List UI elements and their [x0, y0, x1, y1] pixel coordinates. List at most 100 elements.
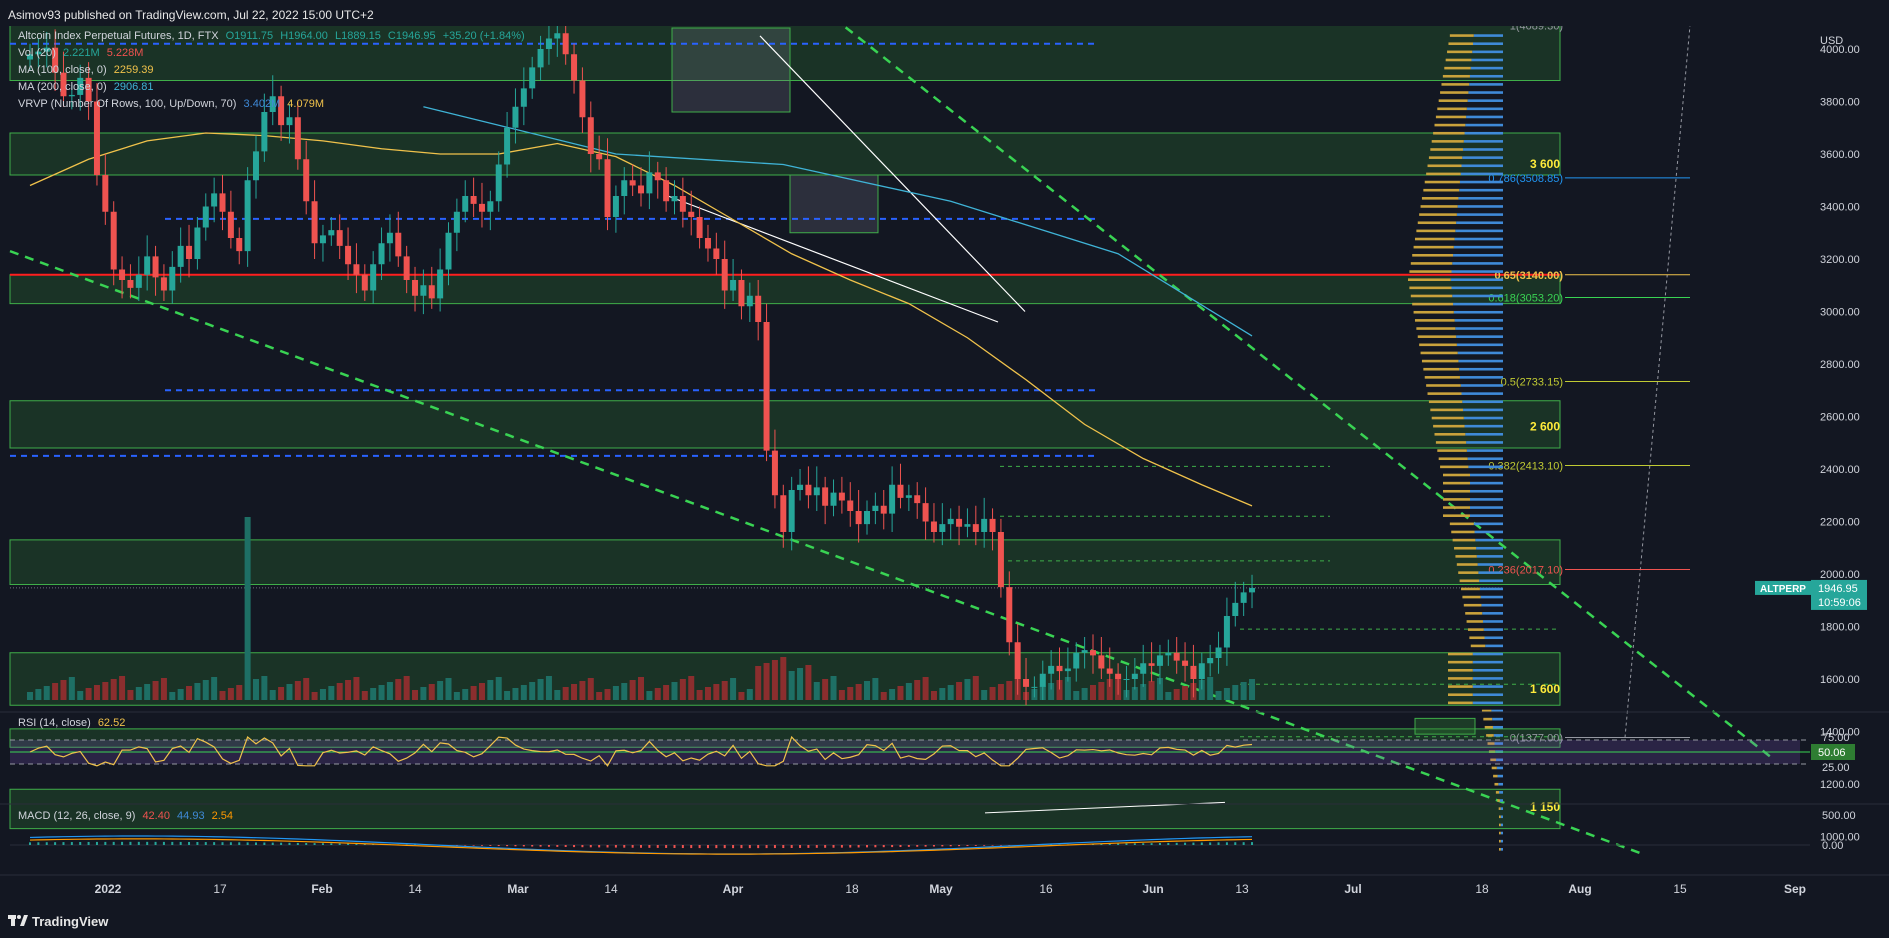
- vrvp-down-row: [1426, 384, 1461, 387]
- candle-body-104: [897, 484, 904, 498]
- chart-area[interactable]: 1(4089.30) 0.786(3508.85) 0.65(3140.00) 0.6…: [0, 26, 1889, 904]
- vrvp-down-row: [1443, 498, 1470, 501]
- volume-bar-57: [504, 691, 511, 700]
- price-tick-6: 2800.00: [1820, 359, 1860, 371]
- vrvp-down-row: [1437, 107, 1467, 111]
- candle-body-108: [930, 521, 937, 532]
- time-tick-6: Apr: [723, 882, 744, 896]
- last-price-tag: [1811, 579, 1867, 610]
- candle-body-90: [780, 495, 787, 532]
- candle-body-52: [462, 196, 469, 212]
- price-tick-4: 3200.00: [1820, 254, 1860, 266]
- candle-body-65: [571, 54, 578, 81]
- wedge-lower-line: [667, 195, 999, 323]
- volume-bar-6: [77, 691, 84, 700]
- vrvp-down-row: [1420, 205, 1458, 208]
- volume-bar-105: [905, 683, 912, 700]
- vrvp-up-row: [1453, 245, 1503, 249]
- vrvp-down-row: [1459, 579, 1480, 583]
- vrvp-up-row: [1451, 286, 1503, 290]
- vrvp-up-row: [1470, 498, 1503, 501]
- vrvp-up-row: [1472, 660, 1503, 664]
- vrvp-up-row: [1470, 514, 1503, 517]
- volume-bar-128: [1098, 682, 1105, 700]
- candle-body-140: [1198, 663, 1205, 679]
- candle-body-28: [261, 112, 268, 152]
- fib-label-1: 0.786(3508.85): [1488, 173, 1563, 185]
- vrvp-down-row: [1438, 457, 1468, 461]
- vrvp-up-row: [1466, 107, 1503, 111]
- ma100-legend: MA (100, close, 0) 2259.39: [18, 64, 153, 76]
- candle-body-73: [638, 185, 645, 194]
- candle-body-145: [1240, 592, 1247, 603]
- candle-body-113: [972, 524, 979, 532]
- vrvp-down-row: [1417, 335, 1457, 338]
- volume-bar-77: [671, 682, 678, 700]
- vrvp-down-row: [1420, 351, 1458, 355]
- vrvp-up-row: [1500, 839, 1503, 843]
- time-tick-7: 18: [845, 882, 859, 896]
- candle-body-8: [93, 101, 100, 175]
- volume-bar-73: [638, 677, 645, 700]
- candle-body-137: [1173, 652, 1180, 661]
- volume-bar-29: [269, 690, 276, 700]
- symbol-line: Altcoin Index Perpetual Futures, 1D, FTX: [18, 30, 219, 42]
- vrvp-down-row: [1421, 359, 1459, 363]
- macd-pane: 500.00 0.00: [0, 803, 1889, 855]
- vrvp-down-row: [1462, 595, 1481, 599]
- vrvp-up-row: [1455, 327, 1503, 330]
- volume-bar-96: [830, 676, 837, 700]
- vrvp-down-row: [1440, 465, 1469, 469]
- candle-body-81: [704, 238, 711, 249]
- vrvp-down-row: [1435, 115, 1467, 119]
- vrvp-down-row: [1499, 839, 1501, 843]
- vrvp-down-row: [1413, 245, 1454, 249]
- vrvp-up-row: [1450, 278, 1503, 281]
- vrvp-up-row: [1463, 408, 1503, 412]
- candle-body-101: [872, 505, 879, 511]
- candle-body-46: [412, 280, 419, 296]
- vrvp-down-row: [1423, 367, 1460, 371]
- bar-countdown: 10:59:06: [1818, 597, 1861, 609]
- vol-value-2: 5.228M: [106, 47, 144, 59]
- vrvp-up-row: [1472, 50, 1503, 54]
- candle-body-139: [1190, 665, 1197, 679]
- volume-bar-35: [319, 689, 326, 700]
- vrvp-up-row: [1476, 555, 1503, 558]
- vrvp-down-row: [1499, 823, 1501, 827]
- vrvp-up-row: [1492, 717, 1503, 721]
- ma100-label: MA (100, close, 0): [18, 64, 107, 76]
- vrvp-up-row: [1470, 489, 1503, 493]
- candle-body-87: [755, 295, 762, 322]
- volume-bar-12: [127, 690, 134, 700]
- vrvp-up-row: [1465, 123, 1503, 127]
- volume-bar-142: [1215, 691, 1222, 700]
- rsi-pane: 75.00 25.00 50.06: [0, 711, 1889, 774]
- vrvp-down-row: [1409, 270, 1452, 273]
- candle-body-4: [60, 72, 67, 97]
- macd-value-3: 2.54: [211, 810, 234, 822]
- vrvp-down-row: [1414, 237, 1455, 241]
- time-axis[interactable]: 2022 17 Feb 14 Mar 14 Apr 18 May 16 Jun 13 Jul 18 Aug 1…: [0, 874, 1889, 896]
- volume-bar-3: [52, 683, 59, 700]
- tradingview-logo-icon: [8, 915, 28, 926]
- volume-bar-16: [160, 678, 167, 700]
- vrvp-up-row: [1456, 335, 1503, 338]
- vrvp-down-row: [1434, 123, 1466, 127]
- candle-body-77: [671, 196, 678, 202]
- volume-bar-13: [135, 687, 142, 700]
- volume-bar-31: [286, 684, 293, 700]
- vrvp-up-row: [1473, 42, 1503, 46]
- time-tick-8: May: [929, 882, 953, 896]
- vrvp-down-row: [1443, 514, 1470, 517]
- volume-bar-56: [495, 677, 502, 700]
- vrvp-down-row: [1487, 742, 1495, 745]
- volume-bar-114: [981, 690, 988, 700]
- candle-body-15: [152, 256, 159, 278]
- candle-body-54: [478, 203, 485, 212]
- volume-bar-84: [730, 678, 737, 700]
- candle-body-2: [43, 47, 50, 52]
- vrvp-up-row: [1461, 164, 1503, 168]
- time-tick-12: Jul: [1344, 882, 1361, 896]
